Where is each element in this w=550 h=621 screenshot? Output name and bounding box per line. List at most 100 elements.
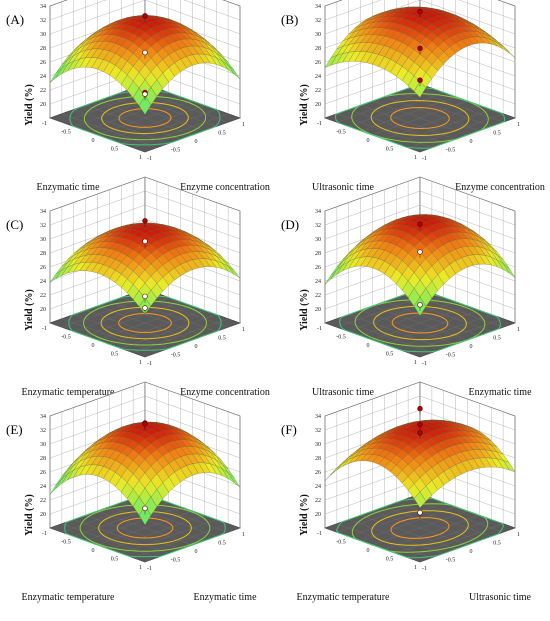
z-tick-label: 32 — [40, 223, 46, 229]
floor-gridline — [348, 92, 444, 127]
y-tick-label: 1 — [242, 327, 245, 333]
y-axis-label: Ultrasonic time — [469, 592, 531, 603]
contour-line — [390, 517, 450, 539]
contour-line — [64, 498, 226, 558]
y-tick-label: 1 — [517, 327, 520, 333]
x-tick-label: -0.5 — [61, 335, 71, 341]
contour-line — [83, 95, 207, 141]
x-tick-label: -0.5 — [61, 130, 71, 136]
x-tick-label: -1 — [42, 531, 47, 537]
response-surface — [324, 6, 516, 98]
y-tick-label: -1 — [147, 361, 152, 367]
contour-line — [79, 504, 211, 552]
design-point — [142, 421, 148, 427]
z-tick-label: 22 — [315, 88, 321, 94]
y-tick-label: 0.5 — [218, 131, 226, 137]
z-tick-label: 32 — [315, 18, 321, 24]
y-tick-label: 0.5 — [493, 336, 501, 342]
y-axis-label: Enzyme concentration — [180, 387, 270, 398]
z-axis-label: Yield (%) — [24, 494, 35, 536]
contour-line — [373, 305, 467, 341]
contour-line — [69, 90, 221, 146]
x-tick-label: 0.5 — [386, 557, 394, 563]
y-axis-label: Enzyme concentration — [455, 182, 545, 193]
x-axis-label: Enzymatic time — [36, 182, 100, 193]
y-tick-label: -1 — [147, 156, 152, 162]
floor-gridline — [360, 301, 456, 336]
x-tick-label: 1 — [139, 565, 142, 571]
x-tick-label: 1 — [414, 155, 417, 161]
z-tick-label: 34 — [40, 209, 46, 215]
z-tick-label: 28 — [315, 456, 321, 462]
y-tick-label: 0 — [470, 344, 473, 350]
response-surface — [49, 222, 241, 315]
panel-label: (D) — [281, 217, 299, 232]
z-tick-label: 24 — [315, 74, 321, 80]
surface-patch — [413, 491, 427, 508]
z-tick-label: 32 — [40, 18, 46, 24]
x-tick-label: -1 — [317, 531, 322, 537]
design-point — [417, 249, 423, 255]
z-tick-label: 30 — [40, 442, 46, 448]
y-tick-label: -0.5 — [171, 558, 181, 564]
floor-gridline — [85, 96, 181, 131]
x-tick-label: -0.5 — [336, 130, 346, 136]
contour-line — [82, 300, 208, 346]
y-tick-label: 1 — [517, 122, 520, 128]
x-tick-label: 0.5 — [111, 557, 119, 563]
x-tick-label: -1 — [317, 326, 322, 332]
design-point — [142, 218, 148, 224]
z-tick-label: 28 — [40, 251, 46, 257]
wall-gridline — [49, 381, 241, 417]
wall-gridline — [324, 0, 516, 35]
wall-gridline — [324, 204, 516, 240]
contour-line — [354, 299, 486, 347]
x-tick-label: 0 — [367, 343, 370, 349]
x-axis-label: Enzymatic temperature — [21, 387, 115, 398]
wall-gridline — [49, 0, 241, 35]
wall-gridline — [49, 0, 241, 21]
panel-label: (C) — [6, 217, 23, 232]
contour-line — [100, 306, 190, 340]
contour-line — [68, 295, 222, 351]
chart-panel-1: 20 22 24 26 28 30 32 34 -1 -0.5 0 0.5 1 1 0.5 0 -0.5 -1 En… — [6, 0, 270, 193]
contour-line — [370, 99, 470, 137]
panel-label: (F) — [281, 422, 297, 437]
x-tick-label: 1 — [139, 155, 142, 161]
design-point — [417, 45, 423, 51]
response-surface — [49, 421, 241, 526]
response-surface — [49, 15, 241, 115]
chart-panel-2: 20 22 24 26 28 30 32 34 -1 -0.5 0 0.5 1 1 0.5 0 -0.5 -1 Ul… — [281, 0, 545, 193]
contour-line — [98, 510, 192, 546]
wall-gridline — [49, 204, 241, 240]
z-tick-label: 30 — [40, 32, 46, 38]
response-surface — [324, 214, 516, 316]
x-tick-label: 1 — [414, 565, 417, 571]
panel-label: (B) — [281, 12, 298, 27]
y-tick-label: 0 — [195, 139, 198, 145]
y-tick-label: -0.5 — [171, 353, 181, 359]
floor-gridline — [97, 510, 193, 546]
z-tick-label: 20 — [40, 102, 46, 108]
z-tick-label: 20 — [315, 102, 321, 108]
wall-gridline — [49, 176, 241, 212]
z-tick-label: 30 — [315, 237, 321, 243]
z-tick-label: 28 — [315, 46, 321, 52]
panel-label: (A) — [6, 12, 24, 27]
design-point — [142, 49, 148, 56]
z-axis-label: Yield (%) — [299, 84, 310, 126]
contour-line — [118, 313, 172, 333]
design-point — [417, 421, 423, 428]
y-tick-label: -0.5 — [446, 148, 456, 154]
chart-panel-4: 20 22 24 26 28 30 32 34 -1 -0.5 0 0.5 1 1 0.5 0 -0.5 -1 Ul… — [281, 176, 532, 398]
z-tick-label: 22 — [315, 498, 321, 504]
y-tick-label: -0.5 — [446, 558, 456, 564]
z-tick-label: 24 — [40, 279, 46, 285]
design-point — [142, 13, 148, 19]
x-tick-label: 0 — [367, 548, 370, 554]
z-tick-label: 22 — [40, 88, 46, 94]
chart-panel-5: 20 22 24 26 28 30 32 34 -1 -0.5 0 0.5 1 1 0.5 0 -0.5 -1 En… — [6, 381, 257, 603]
floor-gridline — [360, 506, 456, 541]
z-tick-label: 20 — [315, 512, 321, 518]
z-tick-label: 24 — [315, 484, 321, 490]
